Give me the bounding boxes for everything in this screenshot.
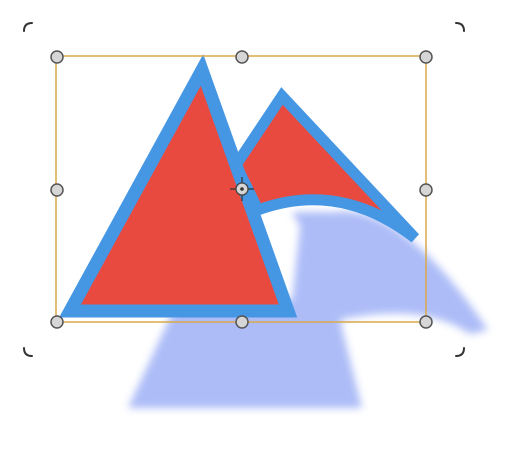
canvas-corner-top-right [455,22,465,32]
resize-handle-bottom-right[interactable] [419,315,433,329]
resize-handle-top-left[interactable] [50,50,64,64]
resize-handle-top-right[interactable] [419,50,433,64]
resize-handle-middle-left[interactable] [50,183,64,197]
canvas-corner-top-left [23,22,33,32]
shape-shadow [128,211,488,408]
curved-triangle-shape[interactable] [229,87,420,243]
resize-handle-bottom-left[interactable] [50,315,64,329]
resize-handle-top-center[interactable] [235,50,249,64]
canvas-corner-bottom-right [455,347,465,357]
canvas-corner-bottom-left [23,347,33,357]
resize-handle-bottom-center[interactable] [235,315,249,329]
resize-handle-middle-right[interactable] [419,183,433,197]
crosshair-icon[interactable] [230,177,254,201]
